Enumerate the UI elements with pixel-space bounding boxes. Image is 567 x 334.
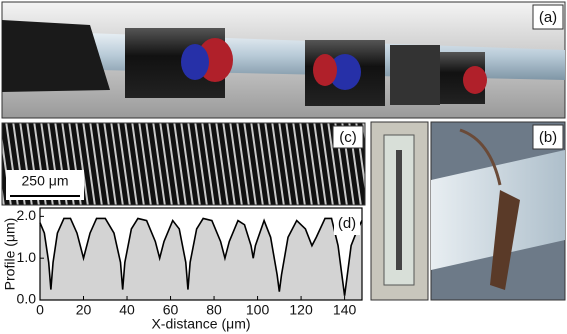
- x-axis-label: X-distance (μm): [151, 316, 250, 332]
- panel-c: 250 μm (c): [1, 122, 366, 206]
- panel-label: (b): [539, 129, 557, 146]
- panel-label: (d): [338, 215, 356, 232]
- x-tick-label: 0: [36, 302, 44, 318]
- y-tick-label: 1.0: [17, 249, 37, 265]
- x-tick-label: 140: [333, 302, 357, 318]
- panel-label: (a): [539, 9, 557, 26]
- y-tick-label: 2.0: [17, 207, 37, 223]
- panel-label-box: [334, 213, 360, 235]
- x-tick-label: 40: [119, 302, 135, 318]
- panel-a: (a): [1, 1, 566, 119]
- panel-b: (b): [370, 121, 566, 301]
- panel-d: 0 20 40 60 80 100 120 140 0.0 1.0 2.0 X-distance (μ…: [2, 207, 363, 332]
- y-axis-label: Profile (μm): [2, 218, 18, 291]
- scale-bar-label: 250 μm: [22, 173, 69, 189]
- x-tick-label: 80: [206, 302, 222, 318]
- x-tick-label: 120: [289, 302, 313, 318]
- y-tick-label: 0.0: [17, 291, 37, 307]
- panel-label: (c): [339, 129, 357, 146]
- x-tick-label: 60: [163, 302, 179, 318]
- profile-line: [39, 217, 363, 296]
- x-tick-label: 100: [246, 302, 270, 318]
- x-tick-label: 20: [76, 302, 92, 318]
- axes-frame: [39, 207, 363, 301]
